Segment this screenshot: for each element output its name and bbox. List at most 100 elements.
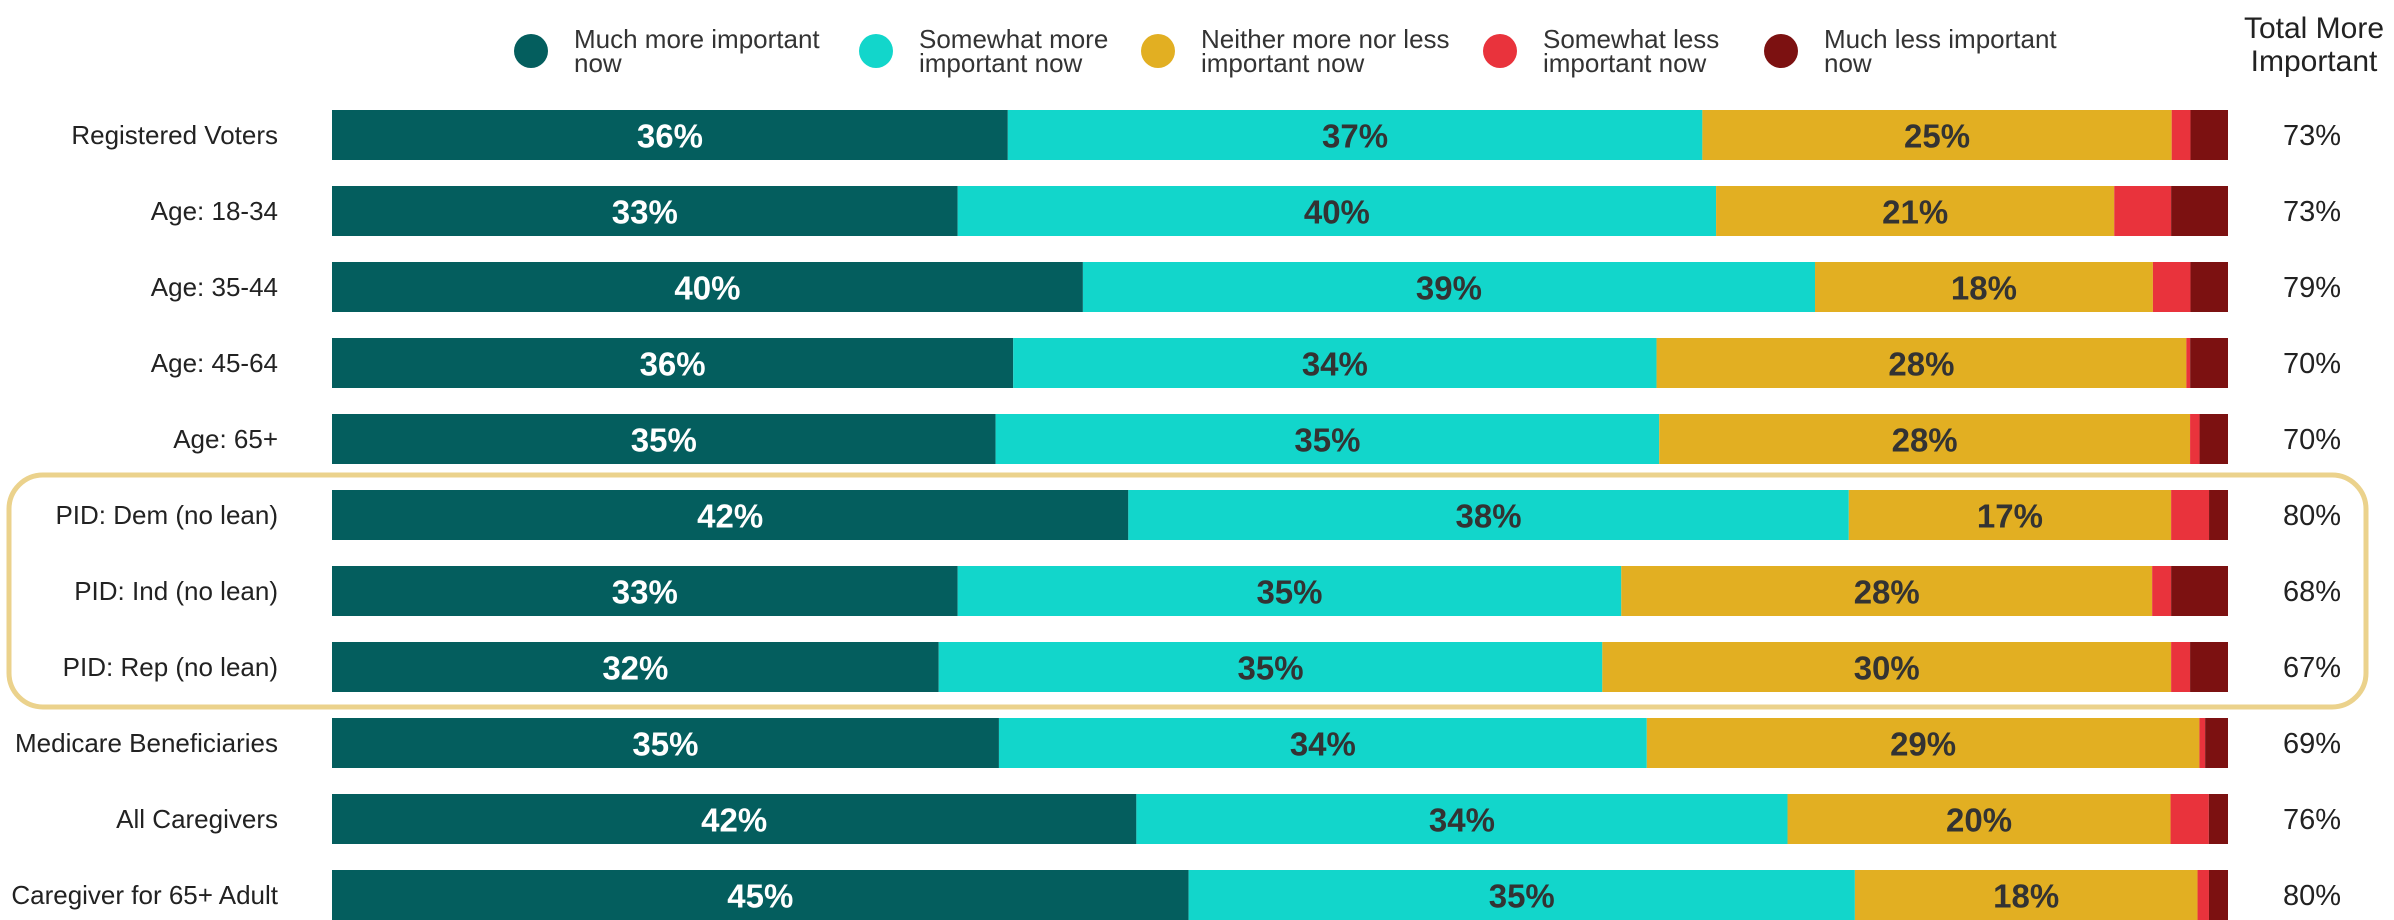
data-label-2: 37% — [1322, 118, 1388, 155]
bar-segment-1 — [332, 186, 958, 236]
data-label-2: 35% — [1237, 650, 1303, 687]
legend-swatch-5 — [1764, 34, 1798, 68]
row-label: Age: 18-34 — [151, 196, 278, 226]
total-value: 69% — [2283, 728, 2341, 760]
data-label-1: 42% — [697, 498, 763, 535]
bar-segment-5 — [2190, 262, 2228, 312]
bar-segment-5 — [2171, 186, 2228, 236]
total-value: 76% — [2283, 804, 2341, 836]
bar-segment-4 — [2171, 490, 2210, 540]
highlight-group — [6, 472, 2369, 710]
bar-segment-2 — [998, 718, 1647, 768]
data-label-3: 20% — [1946, 802, 2012, 839]
bar-row-4: Age: 45-64 36% 34% 28% 70% — [151, 338, 2341, 388]
data-label-3: 17% — [1977, 498, 2043, 535]
legend-swatch-4 — [1483, 34, 1517, 68]
bar-segment-3 — [1602, 642, 2172, 692]
bar-segment-1 — [332, 566, 958, 616]
bar-segment-3 — [1716, 186, 2115, 236]
legend-label-2: Somewhat more important now — [919, 24, 1108, 78]
bar-segment-2 — [1013, 338, 1657, 388]
legend-label-1: Much more important now — [574, 24, 820, 78]
bar-segment-3 — [1787, 794, 2171, 844]
data-label-1: 42% — [701, 802, 767, 839]
bar-segment-5 — [2171, 566, 2228, 616]
data-label-1: 36% — [640, 346, 706, 383]
legend-label-3: Neither more nor less important now — [1201, 24, 1450, 78]
bar-segment-3 — [1646, 718, 2200, 768]
data-label-3: 28% — [1888, 346, 1954, 383]
data-label-2: 34% — [1302, 346, 1368, 383]
bar-segment-3 — [1659, 414, 2191, 464]
data-label-1: 36% — [637, 118, 703, 155]
data-label-3: 25% — [1904, 118, 1970, 155]
bar-segment-5 — [2199, 414, 2228, 464]
bar-segment-1 — [332, 110, 1008, 160]
bar-segment-2 — [1082, 262, 1816, 312]
total-value: 70% — [2283, 348, 2341, 380]
data-label-1: 32% — [602, 650, 668, 687]
bar-row-3: Age: 35-44 40% 39% 18% 79% — [151, 262, 2341, 312]
legend-label-4: Somewhat less important now — [1543, 24, 1719, 78]
data-label-3: 21% — [1882, 194, 1948, 231]
bar-segment-3 — [1621, 566, 2153, 616]
bar-segment-1 — [332, 794, 1137, 844]
legend-label-5: Much less important now — [1824, 24, 2057, 78]
bar-row-7: PID: Ind (no lean) 33% 35% 28% 68% — [74, 566, 2341, 616]
bar-segment-4 — [2197, 870, 2209, 920]
legend: Much more important now Somewhat more impor… — [514, 24, 2057, 78]
bars-group: Registered Voters 36% 37% 25% 73% Age: 18-34 3… — [11, 110, 2341, 920]
bar-segment-5 — [2208, 794, 2228, 844]
total-value: 70% — [2283, 424, 2341, 456]
bar-segment-5 — [2190, 642, 2228, 692]
data-label-2: 38% — [1456, 498, 1522, 535]
legend-swatch-2 — [859, 34, 893, 68]
data-label-3: 29% — [1890, 726, 1956, 763]
bar-segment-3 — [1702, 110, 2172, 160]
data-label-1: 33% — [612, 574, 678, 611]
bar-row-10: All Caregivers 42% 34% 20% 76% — [116, 794, 2341, 844]
data-label-1: 35% — [631, 422, 697, 459]
bar-row-9: Medicare Beneficiaries 35% 34% 29% 69% — [15, 718, 2341, 768]
data-label-1: 33% — [612, 194, 678, 231]
bar-row-2: Age: 18-34 33% 40% 21% 73% — [151, 186, 2341, 236]
bar-segment-4 — [2171, 110, 2191, 160]
bar-row-11: Caregiver for 65+ Adult 45% 35% 18% 80% — [11, 870, 2341, 920]
bar-segment-1 — [332, 262, 1083, 312]
bar-row-8: PID: Rep (no lean) 32% 35% 30% 67% — [63, 642, 2341, 692]
bar-segment-2 — [995, 414, 1660, 464]
bar-segment-4 — [2152, 566, 2172, 616]
bar-row-6: PID: Dem (no lean) 42% 38% 17% 80% — [55, 490, 2341, 540]
bar-segment-4 — [2152, 262, 2191, 312]
total-value: 67% — [2283, 652, 2341, 684]
bar-segment-1 — [332, 414, 996, 464]
bar-segment-4 — [2170, 794, 2209, 844]
data-label-2: 35% — [1256, 574, 1322, 611]
total-value: 73% — [2283, 120, 2341, 152]
total-value: 73% — [2283, 196, 2341, 228]
row-label: Medicare Beneficiaries — [15, 728, 278, 758]
row-label: Age: 45-64 — [151, 348, 278, 378]
row-label: PID: Ind (no lean) — [74, 576, 278, 606]
bar-segment-3 — [1815, 262, 2153, 312]
bar-row-1: Registered Voters 36% 37% 25% 73% — [71, 110, 2341, 160]
data-label-2: 34% — [1290, 726, 1356, 763]
total-value: 80% — [2283, 500, 2341, 532]
data-label-2: 39% — [1416, 270, 1482, 307]
row-label: PID: Rep (no lean) — [63, 652, 278, 682]
data-label-3: 30% — [1854, 650, 1920, 687]
bar-segment-4 — [2114, 186, 2172, 236]
bar-segment-3 — [1848, 490, 2172, 540]
bar-segment-1 — [332, 642, 939, 692]
bar-row-5: Age: 65+ 35% 35% 28% 70% — [173, 414, 2341, 464]
data-label-3: 18% — [1993, 878, 2059, 915]
bar-segment-5 — [2190, 338, 2228, 388]
bar-segment-1 — [332, 338, 1014, 388]
bar-segment-3 — [1656, 338, 2187, 388]
total-header-text: Total More Important — [2244, 12, 2384, 78]
bar-segment-2 — [957, 186, 1717, 236]
total-value: 79% — [2283, 272, 2341, 304]
bar-segment-3 — [1854, 870, 2198, 920]
bar-segment-2 — [1128, 490, 1849, 540]
bar-segment-5 — [2209, 490, 2228, 540]
